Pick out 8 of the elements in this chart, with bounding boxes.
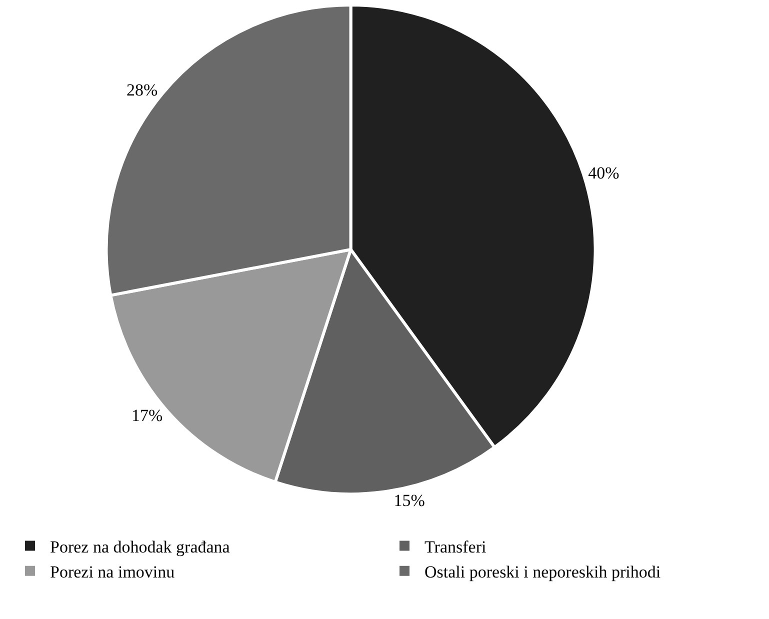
data-label: 17% (131, 406, 163, 425)
legend-label: Porezi na imovinu (50, 562, 176, 582)
legend-label: Ostali poreski i neporeskih prihodi (424, 562, 661, 582)
legend-label: Transferi (424, 537, 486, 556)
data-label: 28% (126, 80, 158, 100)
legend-label: Porez na dohodak građana (50, 537, 230, 556)
data-label: 40% (588, 164, 620, 183)
data-label: 15% (394, 490, 425, 510)
